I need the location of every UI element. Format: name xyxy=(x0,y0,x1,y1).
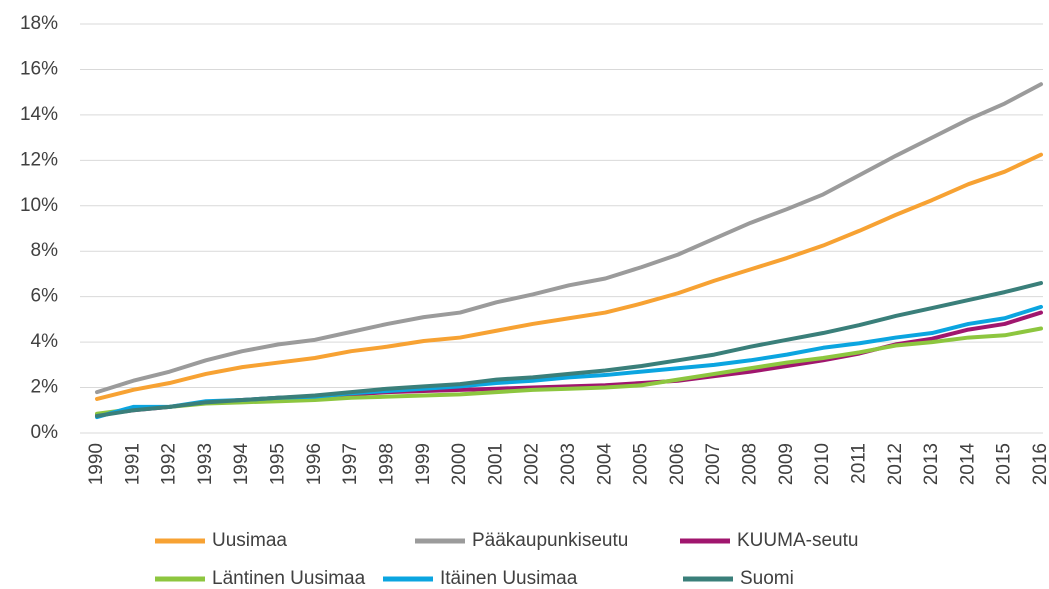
series-line xyxy=(95,82,1043,395)
series-line xyxy=(95,326,1043,416)
y-tick-label: 2% xyxy=(31,377,59,398)
x-tick-label: 2006 xyxy=(667,443,688,485)
x-tick-label: 2016 xyxy=(1030,443,1049,485)
x-tick-label: 2005 xyxy=(631,443,652,485)
x-tick-label: 1992 xyxy=(159,443,180,485)
x-tick-label: 1994 xyxy=(231,443,252,486)
x-tick-label: 2003 xyxy=(558,443,579,485)
y-tick-label: 14% xyxy=(20,104,58,125)
x-tick-label: 2001 xyxy=(485,443,506,485)
y-tick-label: 10% xyxy=(20,195,58,216)
x-tick-label: 2014 xyxy=(957,443,978,486)
x-tick-label: 1995 xyxy=(268,443,289,485)
y-tick-label: 4% xyxy=(31,331,59,352)
x-tick-label: 1996 xyxy=(304,443,325,485)
y-tick-label: 0% xyxy=(31,422,59,443)
legend-label: KUUMA-seutu xyxy=(737,530,858,551)
series-line xyxy=(95,152,1043,401)
x-tick-label: 2011 xyxy=(848,443,869,484)
series-line xyxy=(95,281,1043,418)
x-tick-label: 1990 xyxy=(86,443,107,485)
legend-label: Pääkaupunkiseutu xyxy=(472,530,628,551)
x-tick-label: 1999 xyxy=(413,443,434,485)
y-tick-label: 12% xyxy=(20,149,58,170)
y-tick-label: 6% xyxy=(31,286,59,307)
x-tick-label: 2004 xyxy=(594,443,615,486)
x-tick-label: 2002 xyxy=(522,443,543,485)
legend-label: Suomi xyxy=(740,568,794,589)
x-tick-label: 1998 xyxy=(376,443,397,485)
y-tick-label: 18% xyxy=(20,13,58,34)
legend-label: Läntinen Uusimaa xyxy=(212,568,366,589)
legend-label: Uusimaa xyxy=(212,530,287,551)
x-tick-label: 2008 xyxy=(740,443,761,485)
y-tick-label: 8% xyxy=(31,240,59,261)
x-tick-label: 1993 xyxy=(195,443,216,485)
x-tick-label: 2015 xyxy=(994,443,1015,485)
x-tick-label: 2009 xyxy=(776,443,797,485)
x-tick-label: 1991 xyxy=(122,443,143,485)
legend-label: Itäinen Uusimaa xyxy=(440,568,578,589)
x-tick-label: 1997 xyxy=(340,443,361,485)
x-tick-label: 2012 xyxy=(885,443,906,485)
x-tick-label: 2013 xyxy=(921,443,942,485)
x-tick-label: 2010 xyxy=(812,443,833,485)
x-tick-label: 2007 xyxy=(703,443,724,485)
x-tick-label: 2000 xyxy=(449,443,470,485)
y-tick-label: 16% xyxy=(20,58,58,79)
